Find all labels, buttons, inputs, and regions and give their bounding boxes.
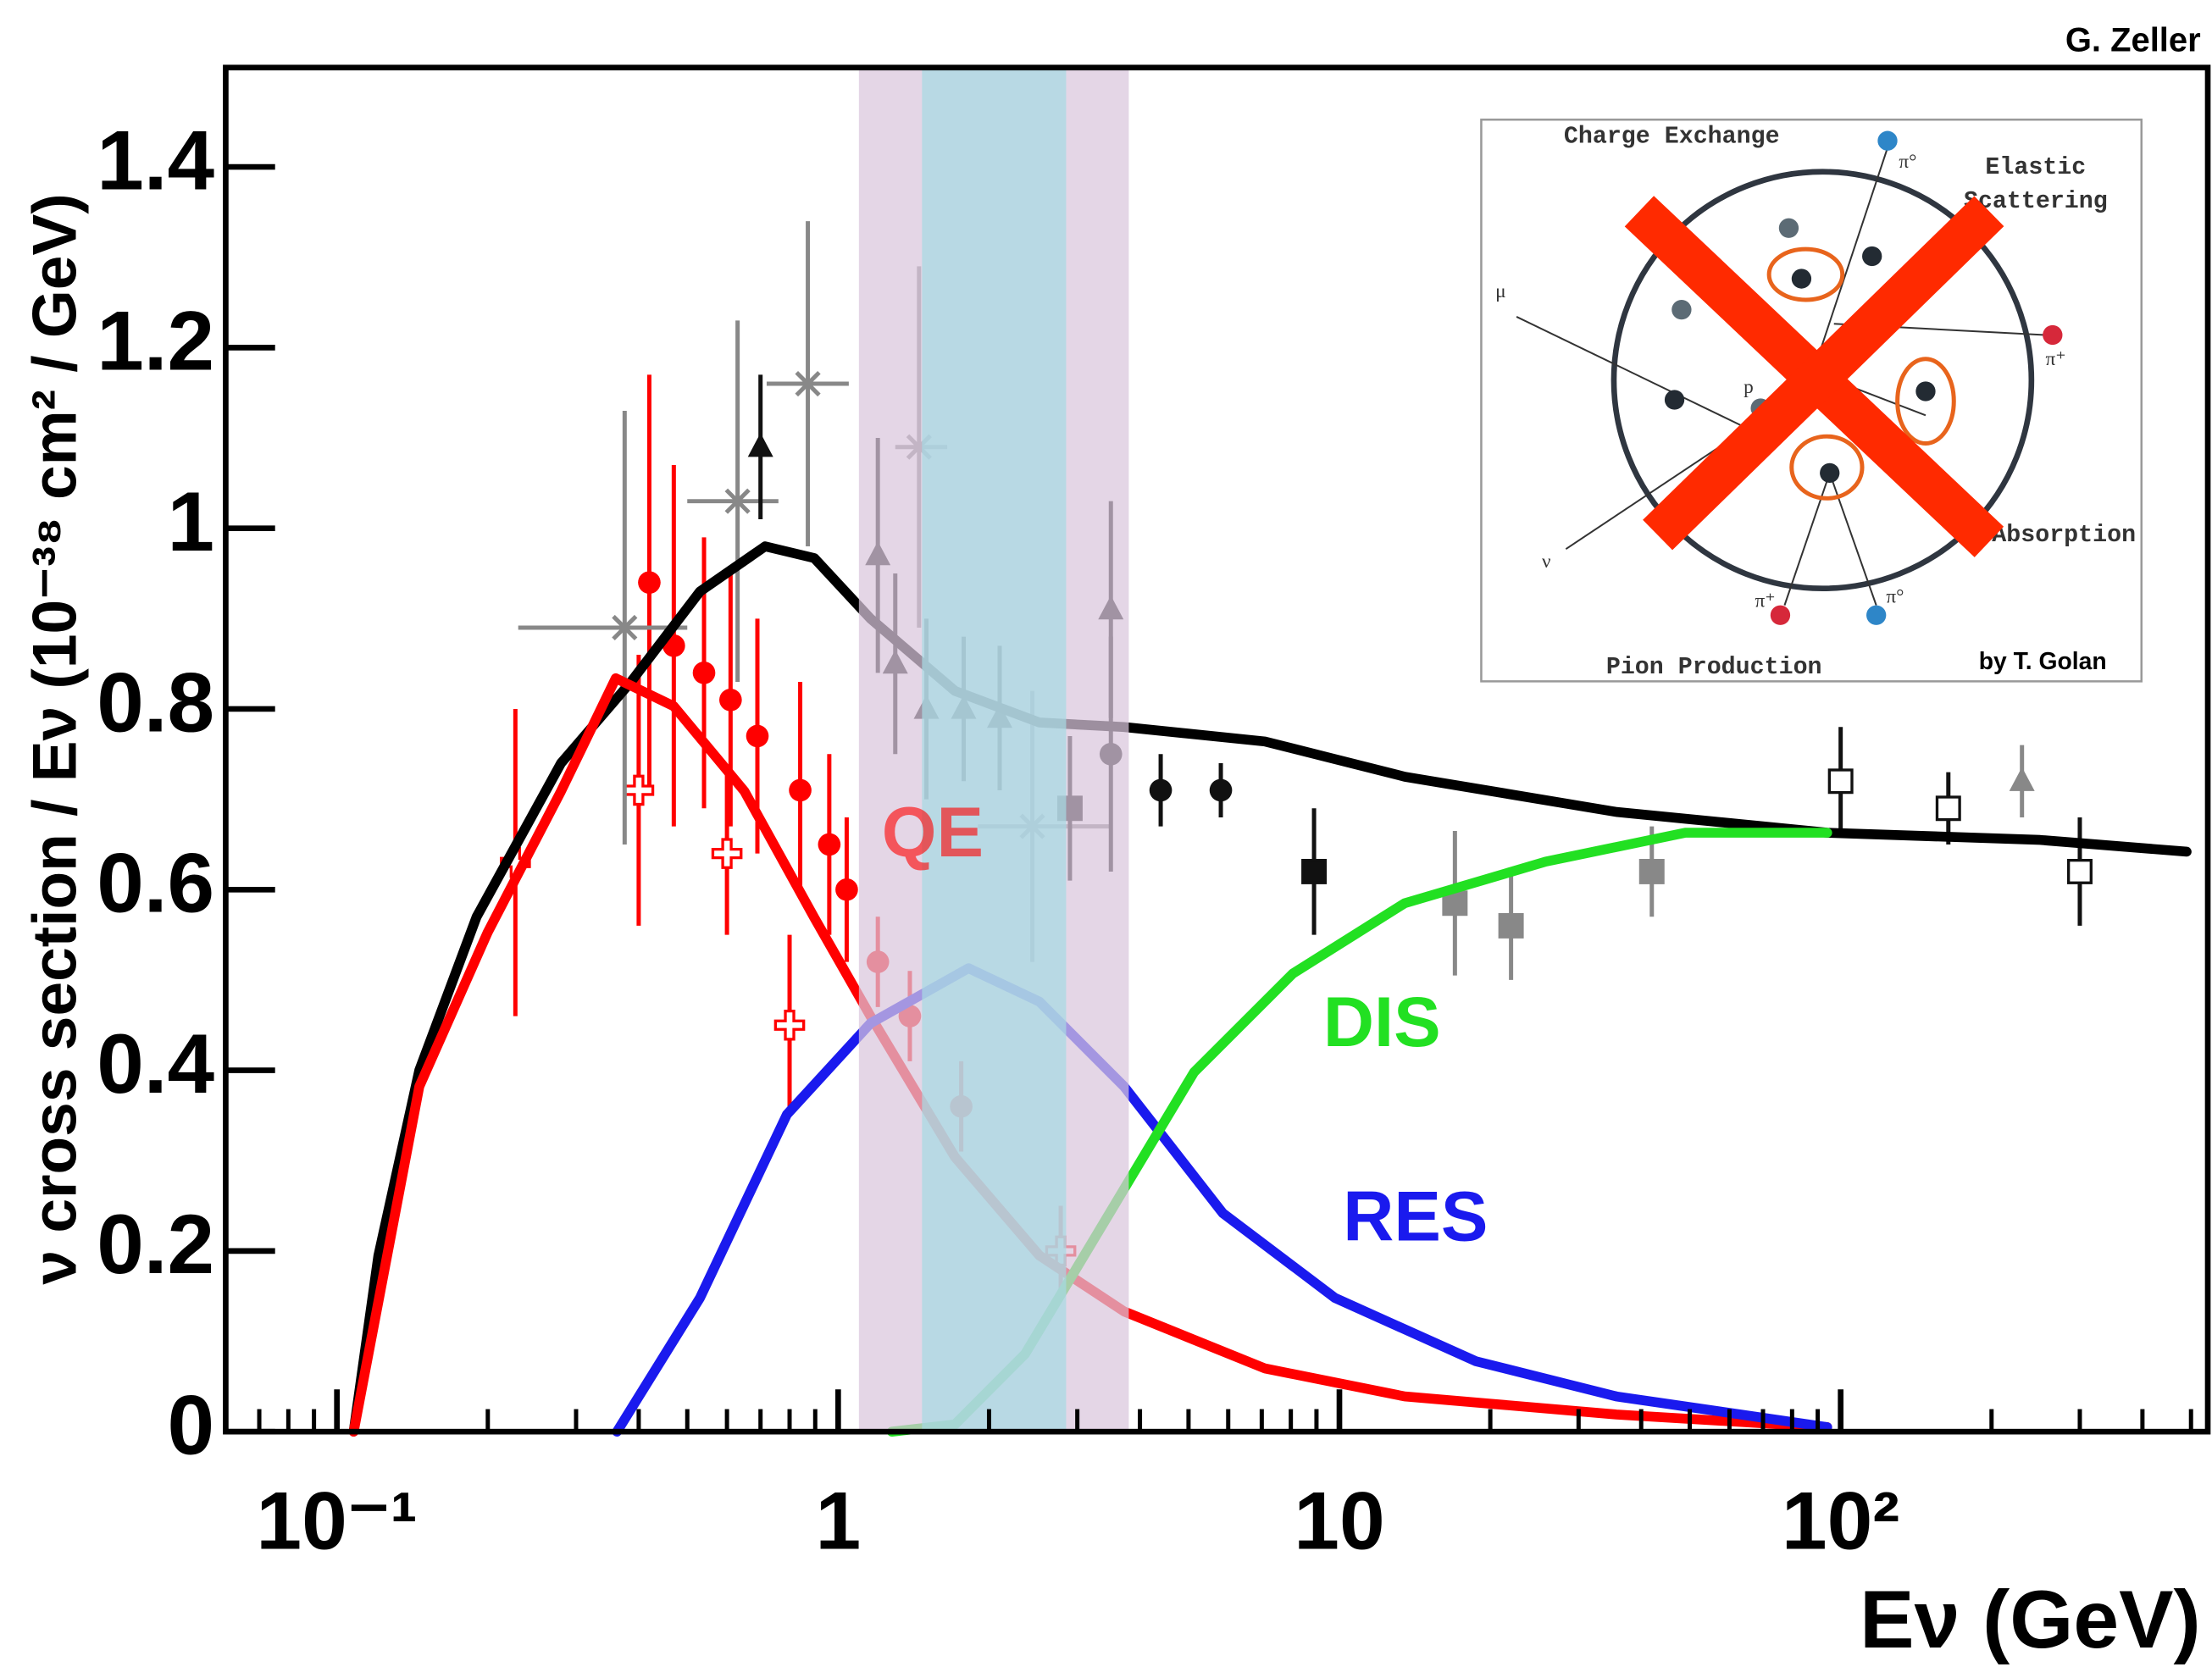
y-tick-label: 0.4 [97,1017,214,1111]
plot-area: QE RES DIS [348,67,2192,1437]
data-point [2066,858,2093,884]
inset-label: p [1744,376,1754,398]
data-point [773,1009,806,1041]
x-axis-label: Eν (GeV) [1860,1575,2200,1665]
inset-label: ν [1542,551,1551,573]
inset-label: π⁺ [1755,590,1775,612]
y-axis-label: ν cross section / Eν (10⁻³⁸ cm² / GeV) [19,193,89,1284]
x-tick-label: 10² [1782,1476,1900,1567]
inset-label: π° [1899,151,1916,173]
data-point [1149,778,1173,802]
energy-band [922,67,1067,1432]
y-tick-label: 0.2 [97,1198,214,1292]
curve [348,673,1832,1437]
inset-diagram: Charge Exchange Elastic Scattering Absor… [1480,119,2143,683]
data-point [1827,768,1854,795]
inset-label: π⁺ [2046,348,2066,370]
data-point [746,724,769,748]
y-tick-label: 1 [168,475,215,569]
x-tick-label: 10⁻¹ [256,1476,418,1567]
data-point [1498,912,1524,939]
data-point [612,614,638,641]
frame [223,64,2211,1435]
credit: G. Zeller [2065,21,2201,58]
data-point [638,571,661,594]
data-point [835,878,858,901]
y-tick-label: 1.4 [97,114,214,208]
data-point [1638,858,1665,884]
inset-label: Charge Exchange [1564,124,1780,151]
data-point [711,838,743,869]
inset-label: Pion Production [1606,654,1822,681]
nucleus [1610,169,2035,592]
inset-label: μ [1495,280,1505,302]
curve-label: DIS [1323,983,1441,1061]
data-point [2009,767,2035,791]
inset-credit: by T. Golan [1979,647,2107,674]
inset-label: π° [1886,586,1904,608]
data-point [747,433,773,457]
data-point [719,689,742,712]
data-point [789,778,812,802]
x-tick-label: 1 [815,1476,861,1567]
curve-label: QE [882,793,984,872]
data-point [818,833,841,856]
inset-label: Absorption [1992,522,2136,549]
y-tick-label: 0 [168,1379,215,1473]
data-point [724,488,751,514]
y-tick-label: 0.8 [97,656,214,750]
data-point [692,662,716,684]
x-tick-label: 10 [1294,1476,1384,1567]
data-point [795,370,821,397]
y-tick-label: 1.2 [97,295,214,389]
data-point [1935,795,1961,822]
y-tick-label: 0.6 [97,837,214,931]
curve-label: RES [1343,1177,1488,1256]
orange-loops [1766,246,1956,501]
cross-out [1624,196,2004,557]
data-point [1301,858,1328,884]
data-point [1209,778,1233,802]
inset-label: Elastic [1985,154,2086,181]
